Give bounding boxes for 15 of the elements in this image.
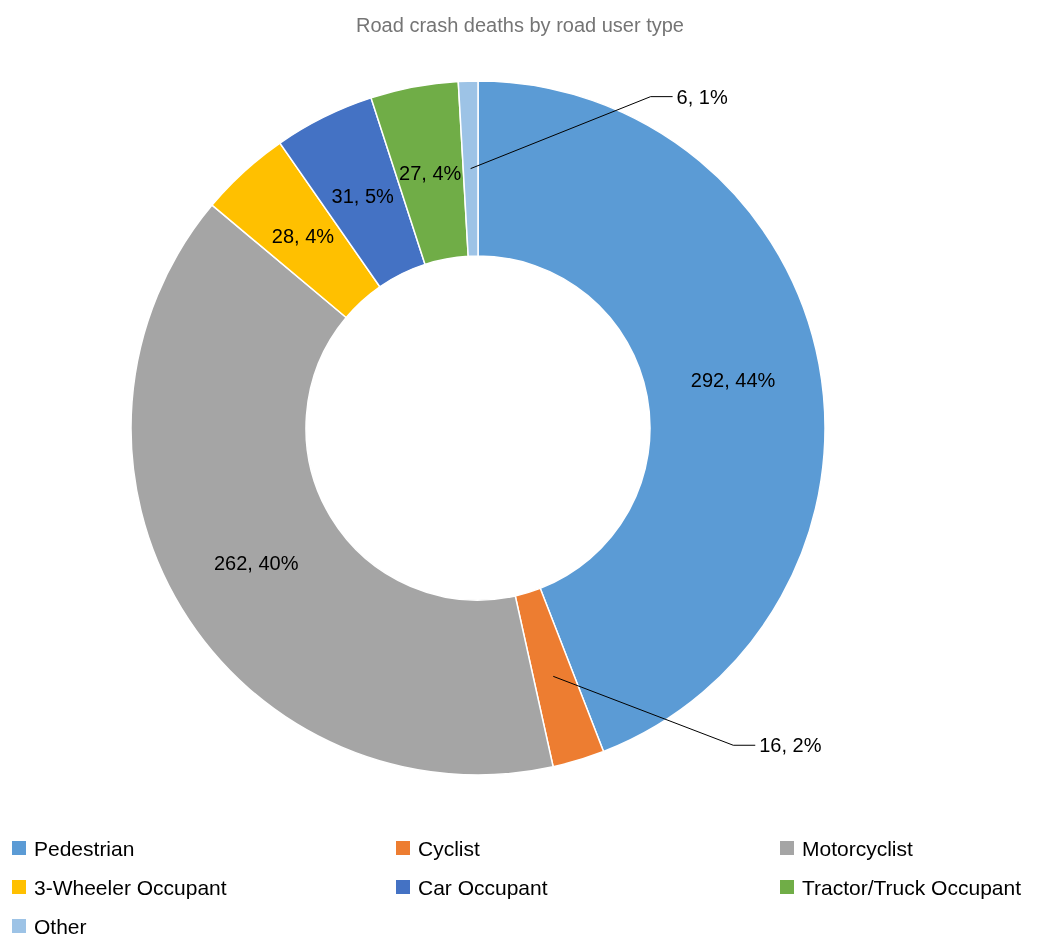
data-label: 16, 2% bbox=[759, 734, 822, 757]
legend-label: Car Occupant bbox=[418, 875, 548, 899]
legend-label: 3-Wheeler Occupant bbox=[34, 875, 227, 899]
legend-label: Motorcyclist bbox=[802, 836, 914, 860]
data-label: 6, 1% bbox=[676, 85, 728, 108]
data-label: 262, 40% bbox=[213, 551, 299, 574]
legend-label: Other bbox=[34, 914, 87, 935]
legend-label: Pedestrian bbox=[34, 836, 135, 860]
legend-label: Tractor/Truck Occupant bbox=[802, 875, 1022, 899]
data-label: 27, 4% bbox=[399, 161, 462, 184]
chart-title: Road crash deaths by road user type bbox=[356, 14, 684, 36]
legend-label: Cyclist bbox=[418, 836, 480, 860]
data-label: 292, 44% bbox=[690, 369, 776, 392]
data-label: 28, 4% bbox=[271, 225, 335, 248]
data-label: 31, 5% bbox=[331, 184, 395, 207]
